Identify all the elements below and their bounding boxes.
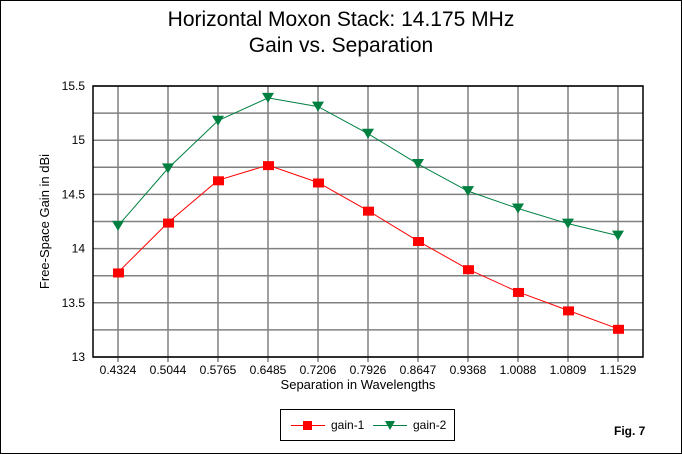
x-tick-label: 0.7926 <box>350 363 387 377</box>
y-tick-label: 14.5 <box>62 187 86 201</box>
x-tick-label: 0.6485 <box>250 363 287 377</box>
data-point <box>113 268 124 278</box>
y-tick-label: 13.5 <box>62 296 86 310</box>
x-tick-label: 0.7206 <box>300 363 337 377</box>
data-point <box>462 186 474 197</box>
x-tick-label: 0.5765 <box>200 363 237 377</box>
data-point <box>213 176 224 186</box>
x-tick-label: 1.0088 <box>500 363 537 377</box>
series-gain-1 <box>113 161 624 334</box>
x-tick-label: 0.4324 <box>100 363 137 377</box>
series-gain-2 <box>112 92 624 241</box>
legend-label: gain-1 <box>331 418 365 432</box>
chart-title: Horizontal Moxon Stack: 14.175 MHz <box>167 8 515 31</box>
data-point <box>212 115 224 126</box>
data-point <box>512 203 524 214</box>
triangle-marker-icon <box>385 420 395 430</box>
data-point <box>612 230 624 241</box>
data-point <box>363 206 374 216</box>
legend-label: gain-2 <box>413 418 447 432</box>
square-marker-icon <box>303 420 312 430</box>
data-point <box>463 265 474 275</box>
data-point <box>313 178 324 188</box>
data-point <box>312 101 324 112</box>
data-point <box>563 306 574 316</box>
data-point <box>413 237 424 247</box>
data-point <box>362 128 374 139</box>
x-tick-label: 0.5044 <box>150 363 187 377</box>
data-point <box>562 218 574 229</box>
x-tick-label: 0.8647 <box>400 363 437 377</box>
data-point <box>163 218 174 228</box>
y-tick-label: 14 <box>72 242 86 256</box>
data-point <box>262 92 274 103</box>
data-point <box>613 324 624 334</box>
legend-item-gain-2: gain-2 <box>373 418 446 432</box>
data-point <box>162 163 174 174</box>
legend: gain-1 gain-2 <box>280 409 455 441</box>
x-tick-label: 0.9368 <box>450 363 487 377</box>
figure-label: Fig. 7 <box>614 424 646 438</box>
x-tick-label: 1.1529 <box>600 363 637 377</box>
plot-border <box>92 85 644 358</box>
y-tick-label: 15 <box>72 133 86 147</box>
data-point <box>513 287 524 297</box>
y-tick-label: 15.5 <box>62 79 86 93</box>
y-tick-label: 13 <box>72 350 86 364</box>
chart-subtitle: Gain vs. Separation <box>248 34 434 57</box>
data-point <box>412 159 424 170</box>
y-axis-label: Free-Space Gain in dBi <box>37 154 52 289</box>
x-tick-label: 1.0809 <box>550 363 587 377</box>
legend-item-gain-1: gain-1 <box>291 418 364 432</box>
x-axis-label: Separation in Wavelengths <box>281 377 436 392</box>
data-point <box>112 220 124 231</box>
data-point <box>263 161 274 171</box>
